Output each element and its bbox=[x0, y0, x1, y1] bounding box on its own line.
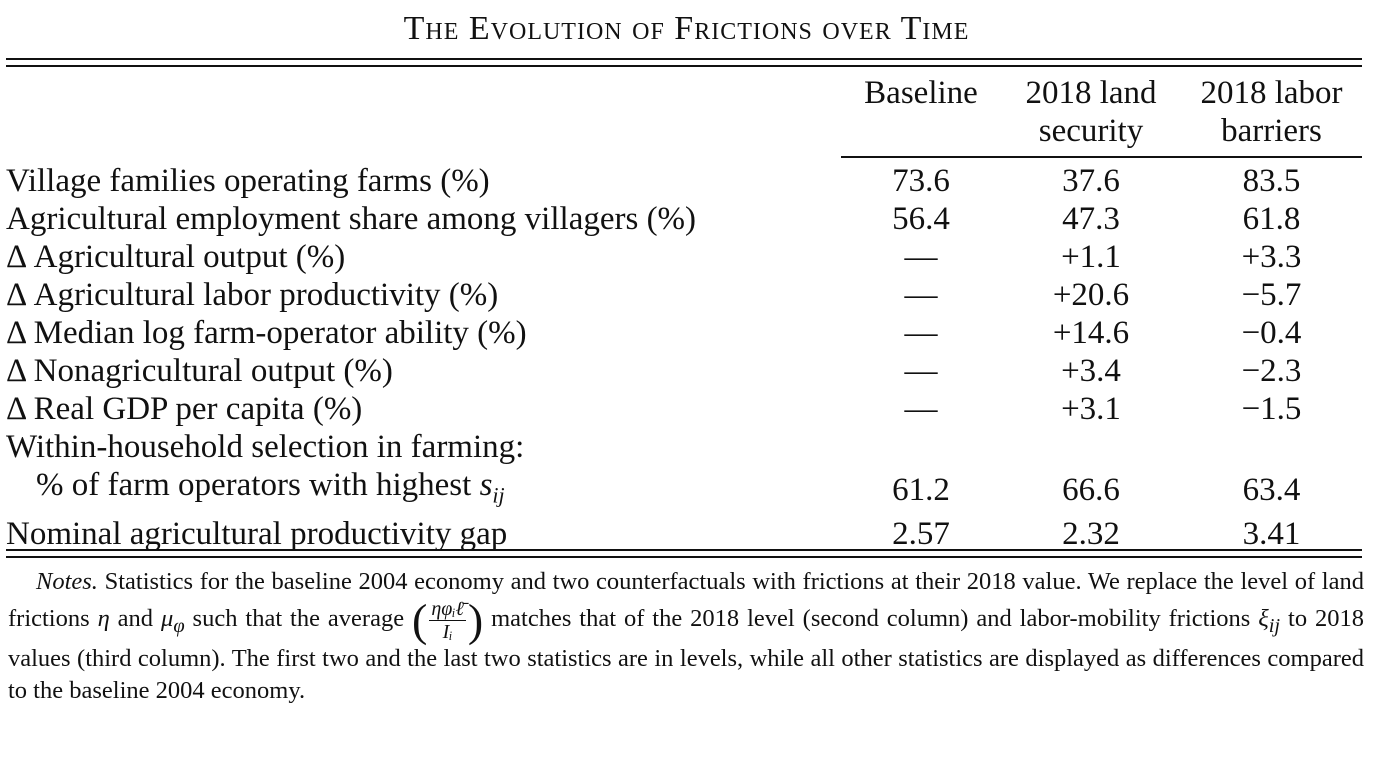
header-labor: 2018 labor barriers bbox=[1181, 74, 1362, 158]
bottom-rule bbox=[6, 556, 1362, 558]
xi-symbol: ξ bbox=[1258, 605, 1269, 633]
mu-symbol: μ bbox=[161, 605, 174, 633]
table-row: Village families operating farms (%) 73.… bbox=[6, 157, 1362, 200]
eta-symbol: η bbox=[97, 605, 110, 633]
top-rule bbox=[6, 58, 1362, 60]
selection-heading: Within-household selection in farming: bbox=[6, 429, 525, 465]
notes-text-1: Statistics for the baseline 2004 economy… bbox=[8, 568, 1364, 633]
fraction-denominator: Iᵢ bbox=[442, 621, 453, 643]
cell-baseline: — bbox=[904, 391, 938, 427]
fraction: ηφᵢℓ̄ Iᵢ bbox=[429, 598, 466, 643]
notes-text-5: to 2018 values (third column). The first… bbox=[8, 605, 1365, 704]
left-paren: ( bbox=[412, 594, 428, 646]
fraction-numerator: ηφᵢℓ̄ bbox=[429, 598, 466, 621]
table-row: Agricultural employment share among vill… bbox=[6, 200, 1362, 238]
cell-labor: −2.3 bbox=[1241, 353, 1302, 389]
cell-land: +1.1 bbox=[1061, 239, 1121, 275]
cell-land: +14.6 bbox=[1052, 315, 1130, 351]
table-row: Δ Median log farm-operator ability (%) —… bbox=[6, 314, 1362, 352]
row-label: Δ Real GDP per capita (%) bbox=[6, 391, 363, 427]
row-label: Δ Median log farm-operator ability (%) bbox=[6, 315, 527, 351]
row-label: Nominal agricultural productivity gap bbox=[6, 515, 508, 552]
cell-land: 37.6 bbox=[1062, 163, 1120, 199]
table-row: Δ Nonagricultural output (%) — +3.4 −2.3 bbox=[6, 352, 1362, 390]
table-title: The Evolution of Frictions over Time bbox=[403, 10, 970, 47]
top-rule-inner bbox=[6, 65, 1362, 67]
table-row: Δ Agricultural output (%) — +1.1 +3.3 bbox=[6, 238, 1362, 276]
mu-subscript: φ bbox=[173, 615, 185, 638]
bottom-rule-inner bbox=[6, 549, 1362, 551]
cell-baseline: 73.6 bbox=[892, 163, 950, 199]
cell-baseline: — bbox=[904, 353, 938, 389]
cell-labor: −1.5 bbox=[1241, 391, 1302, 427]
selection-symbol: s bbox=[479, 467, 493, 503]
row-label: % of farm operators with highest sij bbox=[6, 466, 841, 515]
cell-baseline: — bbox=[904, 239, 938, 275]
cell-land: 47.3 bbox=[1062, 201, 1120, 237]
cell-labor: 3.41 bbox=[1242, 515, 1301, 552]
cell-land: 66.6 bbox=[1062, 472, 1120, 509]
table-row: % of farm operators with highest sij 61.… bbox=[6, 466, 1362, 515]
header-land: 2018 land security bbox=[1001, 74, 1181, 158]
notes-label: Notes. bbox=[36, 568, 98, 595]
cell-land: +20.6 bbox=[1052, 277, 1130, 313]
right-paren: ) bbox=[467, 594, 484, 646]
cell-labor: 83.5 bbox=[1242, 163, 1301, 199]
row-label: Agricultural employment share among vill… bbox=[6, 201, 697, 237]
cell-land: 2.32 bbox=[1062, 515, 1120, 552]
table-notes: Notes. Statistics for the baseline 2004 … bbox=[8, 566, 1364, 707]
cell-land: +3.1 bbox=[1061, 391, 1121, 427]
results-table: Baseline 2018 land security 2018 labor b… bbox=[6, 74, 1362, 553]
row-label: Village families operating farms (%) bbox=[6, 162, 490, 199]
cell-labor: +3.3 bbox=[1241, 239, 1302, 275]
selection-heading-row: Within-household selection in farming: bbox=[6, 428, 1362, 466]
cell-baseline: 2.57 bbox=[892, 515, 950, 552]
selection-subscript: ij bbox=[492, 482, 505, 508]
cell-land: +3.4 bbox=[1061, 353, 1121, 389]
row-label: Δ Nonagricultural output (%) bbox=[6, 353, 393, 389]
table-row: Δ Real GDP per capita (%) — +3.1 −1.5 bbox=[6, 390, 1362, 428]
selection-label: % of farm operators with highest bbox=[36, 467, 480, 503]
xi-subscript: ij bbox=[1268, 615, 1281, 638]
cell-baseline: — bbox=[904, 277, 938, 313]
table-row: Δ Agricultural labor productivity (%) — … bbox=[6, 276, 1362, 314]
header-baseline: Baseline bbox=[841, 74, 1001, 158]
row-label: Δ Agricultural output (%) bbox=[6, 239, 346, 275]
cell-labor: 61.8 bbox=[1242, 201, 1301, 237]
cell-labor: −5.7 bbox=[1241, 277, 1302, 313]
cell-baseline: 61.2 bbox=[892, 472, 950, 509]
cell-labor: 63.4 bbox=[1242, 472, 1301, 509]
notes-text-2: and bbox=[109, 605, 161, 633]
header-row: Baseline 2018 land security 2018 labor b… bbox=[6, 74, 1362, 158]
cell-baseline: — bbox=[904, 315, 938, 351]
notes-text-4: matches that of the 2018 level (second c… bbox=[483, 605, 1259, 633]
header-blank bbox=[6, 74, 841, 157]
cell-labor: −0.4 bbox=[1241, 315, 1302, 351]
notes-text-3: such that the average bbox=[184, 605, 413, 633]
row-label: Δ Agricultural labor productivity (%) bbox=[6, 277, 499, 313]
cell-baseline: 56.4 bbox=[892, 201, 950, 237]
table-row: Nominal agricultural productivity gap 2.… bbox=[6, 515, 1362, 553]
